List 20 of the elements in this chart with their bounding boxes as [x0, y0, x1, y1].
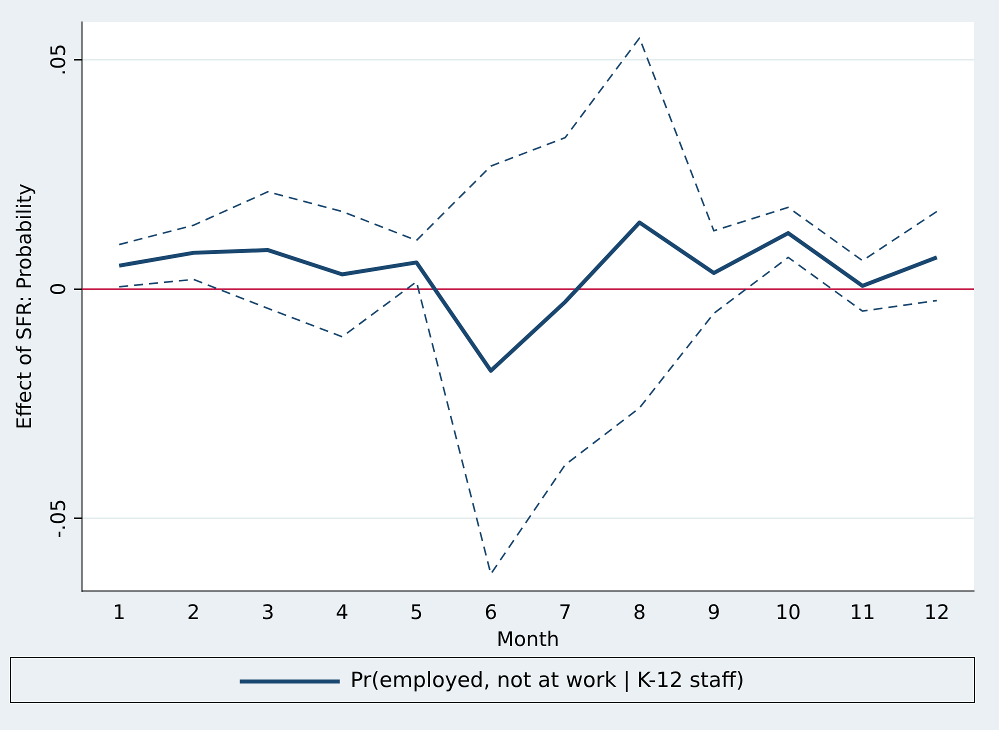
x-axis-title: Month [496, 627, 560, 652]
line-series [118, 37, 938, 262]
x-tick-label: 6 [484, 600, 498, 624]
y-tick-label: 0 [46, 282, 70, 296]
x-tick-label: 7 [558, 600, 572, 624]
x-tick-label: 11 [850, 600, 876, 624]
y-axis-title: Effect of SFR: Probability [12, 183, 36, 430]
x-tick-label: 8 [633, 600, 646, 624]
legend-label: Pr(employed, not at work | K-12 staff) [350, 668, 744, 692]
y-tick-label: -.05 [46, 498, 70, 538]
x-tick-label: 12 [924, 600, 950, 624]
x-tick-label: 4 [336, 600, 349, 624]
x-tick-label: 10 [775, 600, 801, 624]
x-tick-label: 1 [112, 600, 126, 624]
x-tick-label: 3 [261, 600, 274, 624]
line-series [118, 256, 938, 575]
x-tick-label: 9 [707, 600, 720, 624]
x-tick-label: 2 [187, 600, 200, 624]
x-tick-label: 5 [410, 600, 423, 624]
y-tick-label: .05 [46, 44, 70, 76]
